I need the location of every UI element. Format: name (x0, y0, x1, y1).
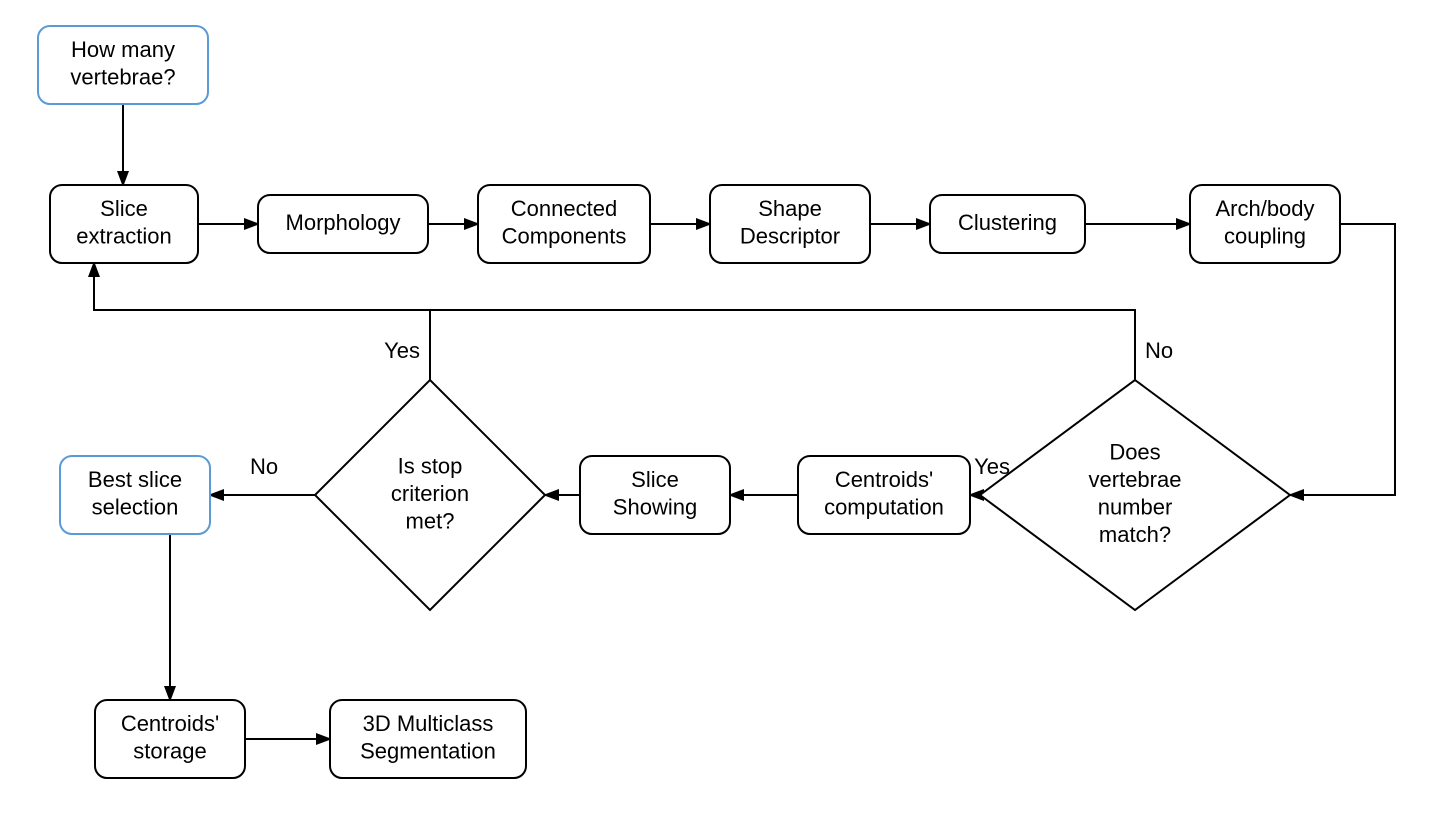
node-stop-label-line-0: Is stop (398, 453, 463, 478)
node-slice_extract-label-line-1: extraction (76, 224, 171, 249)
node-centroids_comp: Centroids' computation (798, 456, 970, 534)
node-match-label-line-0: Does (1109, 440, 1160, 465)
node-centroids_store: Centroids' storage (95, 700, 245, 778)
node-seg3d-label-line-0: 3D Multiclass (363, 711, 494, 736)
node-slice_show-label-line-0: Slice (631, 467, 679, 492)
node-match: Doesvertebrae numbermatch? (980, 380, 1290, 610)
nodes-layer: How many vertebrae? Slice extraction Morphol… (38, 26, 1340, 778)
edge-label-12: No (250, 454, 278, 479)
node-morphology: Morphology (258, 195, 428, 253)
edge-label-8: No (1145, 338, 1173, 363)
node-slice_extract-label-line-0: Slice (100, 196, 148, 221)
node-connected-label-line-1: Components (502, 224, 627, 249)
node-slice_extract: Slice extraction (50, 185, 198, 263)
node-arch_body-label-line-1: coupling (1224, 224, 1306, 249)
node-stop-label-line-1: criterion (391, 481, 469, 506)
node-how_many: How many vertebrae? (38, 26, 208, 104)
edge-label-7: Yes (974, 454, 1010, 479)
node-best_slice-label-line-1: selection (92, 495, 179, 520)
node-arch_body-label-line-0: Arch/body (1215, 196, 1314, 221)
node-stop-label-line-2: met? (406, 508, 455, 533)
node-centroids_comp-label-line-0: Centroids' (835, 467, 933, 492)
node-how_many-label-line-1: vertebrae? (70, 65, 175, 90)
node-clustering-label-line-0: Clustering (958, 210, 1057, 235)
edge-label-11: Yes (384, 338, 420, 363)
node-shape_desc: Shape Descriptor (710, 185, 870, 263)
node-seg3d-label-line-1: Segmentation (360, 739, 496, 764)
node-best_slice-label-line-0: Best slice (88, 467, 182, 492)
node-centroids_store-label-line-0: Centroids' (121, 711, 219, 736)
node-centroids_comp-label-line-1: computation (824, 495, 944, 520)
node-match-label-line-1: vertebrae (1089, 467, 1182, 492)
node-stop: Is stop criterionmet? (315, 380, 545, 610)
node-slice_show: Slice Showing (580, 456, 730, 534)
node-best_slice: Best slice selection (60, 456, 210, 534)
node-match-label-line-2: number (1098, 495, 1173, 520)
node-shape_desc-label-line-1: Descriptor (740, 224, 840, 249)
node-morphology-label-line-0: Morphology (286, 210, 401, 235)
node-how_many-label-line-0: How many (71, 37, 175, 62)
node-slice_show-label-line-1: Showing (613, 495, 697, 520)
edge-8 (94, 263, 1135, 380)
node-connected: Connected Components (478, 185, 650, 263)
flowchart-canvas: Yes No Yes No How many vertebrae? Slice extract… (0, 0, 1444, 815)
node-match-label-line-3: match? (1099, 522, 1171, 547)
edge-6 (1290, 224, 1395, 495)
node-connected-label-line-0: Connected (511, 196, 617, 221)
node-shape_desc-label-line-0: Shape (758, 196, 822, 221)
node-arch_body: Arch/body coupling (1190, 185, 1340, 263)
node-clustering: Clustering (930, 195, 1085, 253)
node-seg3d: 3D Multiclass Segmentation (330, 700, 526, 778)
node-centroids_store-label-line-1: storage (133, 739, 206, 764)
